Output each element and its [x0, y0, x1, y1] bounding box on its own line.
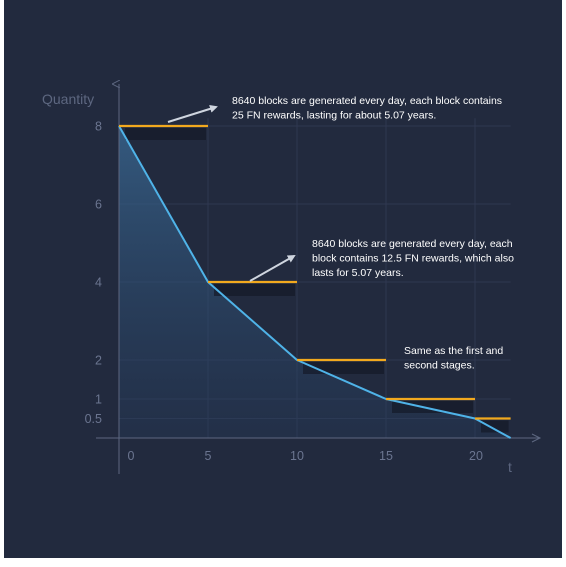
- annotation-text-1: 8640 blocks are generated every day, eac…: [312, 238, 514, 279]
- curve-area-fill: [119, 126, 511, 438]
- y-tick-label-5: 8: [95, 120, 102, 134]
- axes: [96, 84, 542, 474]
- annotation-line-2-1: second stages.: [404, 360, 475, 372]
- annotation-line-0-1: 25 FN rewards, lasting for about 5.07 ye…: [232, 110, 436, 122]
- x-axis-title: t: [508, 459, 512, 475]
- y-tick-label-1: 1: [95, 393, 102, 407]
- step-shadow-4: [481, 420, 509, 433]
- annotation-arrow-1: [249, 255, 296, 282]
- step-shadow-1: [214, 284, 295, 296]
- chart-panel: 0.5 1 2 4 6 8 0 5 10 15 20 8640 blocks are generat…: [4, 0, 562, 558]
- quantity-curve: [118, 125, 512, 439]
- x-tick-label-2: 10: [290, 449, 304, 463]
- annotation-line-0-0: 8640 blocks are generated every day, eac…: [232, 95, 502, 107]
- annotation-arrow-0: [167, 104, 218, 123]
- x-tick-label-0: 0: [128, 449, 135, 463]
- x-axis-arrow: [531, 433, 542, 443]
- annotation-line-1-2: lasts for 5.07 years.: [312, 267, 404, 279]
- step-shadow-0: [125, 128, 206, 140]
- y-tick-label-4: 6: [95, 198, 102, 212]
- tick-labels: 0.5 1 2 4 6 8 0 5 10 15 20: [85, 120, 483, 464]
- y-tick-label-3: 4: [95, 276, 102, 290]
- x-tick-label-1: 5: [205, 449, 212, 463]
- reward-steps: [119, 124, 511, 420]
- x-tick-label-3: 15: [379, 449, 393, 463]
- annotation-line-1-0: 8640 blocks are generated every day, eac…: [312, 238, 513, 250]
- annotations: 8640 blocks are generated every day, eac…: [167, 95, 514, 372]
- y-tick-label-0: 0.5: [85, 412, 102, 426]
- y-tick-label-2: 2: [95, 354, 102, 368]
- quantity-chart: 0.5 1 2 4 6 8 0 5 10 15 20 8640 blocks are generat…: [42, 0, 542, 475]
- annotation-text-2: Same as the first and second stages.: [404, 345, 503, 372]
- y-axis-title: Quantity: [42, 91, 94, 107]
- x-tick-label-4: 20: [469, 449, 483, 463]
- annotation-line-2-0: Same as the first and: [404, 345, 503, 357]
- annotation-text-0: 8640 blocks are generated every day, eac…: [232, 95, 502, 122]
- annotation-line-1-1: block contains 12.5 FN rewards, which al…: [312, 253, 514, 265]
